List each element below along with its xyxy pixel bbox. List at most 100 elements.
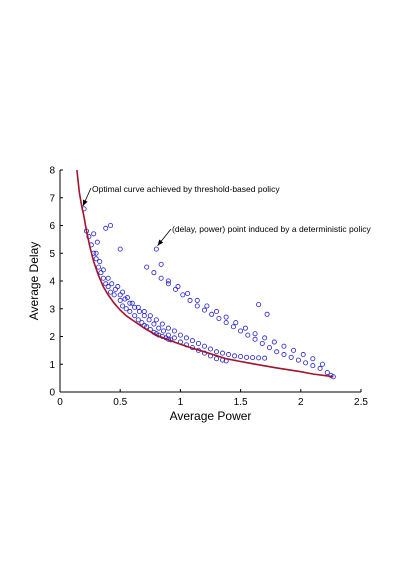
scatter-point	[266, 345, 272, 351]
scatter-point	[262, 335, 268, 341]
plot-area	[76, 169, 336, 380]
scatter-point	[151, 321, 157, 327]
scatter-point	[117, 292, 123, 298]
scatter-point	[183, 335, 189, 341]
scatter-point	[132, 304, 138, 310]
scatter-point	[147, 313, 153, 319]
scatter-point	[136, 309, 142, 315]
scatter-point	[159, 321, 165, 327]
scatter-point	[120, 289, 126, 295]
scatter-point	[124, 295, 130, 301]
scatter-point	[214, 356, 220, 362]
scatter-point	[156, 325, 162, 331]
scatter-point	[108, 289, 114, 295]
scatter-point	[93, 256, 99, 262]
y-tick-label: 2	[49, 332, 55, 343]
scatter-point	[189, 338, 195, 344]
scatter-point	[223, 314, 229, 320]
scatter-point	[271, 339, 277, 345]
scatter-point	[319, 361, 325, 367]
scatter-point	[158, 275, 164, 281]
y-tick-label: 6	[49, 221, 55, 232]
scatter-point	[274, 349, 280, 355]
scatter-point	[238, 328, 244, 334]
scatter-point	[135, 317, 141, 323]
scatter-point	[256, 302, 262, 308]
scatter-point	[262, 355, 268, 361]
scatter-point	[310, 356, 316, 362]
scatter-point	[209, 311, 215, 317]
scatter-point	[111, 292, 117, 298]
axes: 0 0.5 1 1.5 2 2.5 0 1 2 3 4 5 6 7 8	[49, 166, 368, 409]
scatter-point	[238, 353, 244, 359]
annotations: Optimal curve achieved by threshold-base…	[82, 184, 371, 246]
scatter-point	[173, 286, 179, 292]
scatter-point	[291, 347, 297, 353]
scatter-point	[233, 320, 239, 326]
scatter-point	[171, 328, 177, 334]
scatter-point	[195, 340, 201, 346]
scatter-point	[103, 225, 109, 231]
scatter-point	[105, 275, 111, 281]
scatter-point	[105, 284, 111, 290]
scatter-point	[112, 286, 118, 292]
scatter-point	[129, 300, 135, 306]
scatter-point	[295, 357, 301, 363]
scatter-point	[153, 246, 159, 252]
scatter-point	[94, 239, 100, 245]
scatter-point	[165, 278, 171, 284]
scatter-point	[317, 365, 323, 371]
scatter-point	[232, 353, 238, 359]
scatter-point	[127, 309, 133, 315]
y-tick-label: 4	[49, 277, 55, 288]
scatter-point	[141, 309, 147, 315]
scatter-point	[153, 317, 159, 323]
scatter-point	[187, 297, 193, 303]
x-tick-label: 2.5	[354, 397, 368, 408]
scatter-point	[201, 307, 207, 313]
scatter-point	[223, 320, 229, 326]
scatter-point	[96, 264, 102, 270]
scatter-point	[252, 331, 258, 337]
scatter-point	[214, 309, 220, 315]
scatter-point	[158, 261, 164, 267]
scatter-point	[165, 325, 171, 331]
scatter-point	[252, 336, 258, 342]
scatter-point	[250, 355, 256, 361]
scatter-point	[97, 259, 103, 265]
scatter-point	[324, 370, 330, 376]
scatter-point	[281, 343, 287, 349]
scatter-point	[300, 352, 306, 358]
y-tick-label: 3	[49, 304, 55, 315]
scatter-point	[194, 297, 200, 303]
y-tick-label: 5	[49, 249, 55, 260]
y-tick-label: 0	[49, 388, 55, 399]
scatter-point	[144, 264, 150, 270]
y-tick-label: 8	[49, 166, 55, 177]
scatter-point	[216, 315, 222, 321]
scatter-point	[177, 332, 183, 338]
scatter-point	[281, 352, 287, 358]
scatter-points-group	[81, 206, 336, 380]
scatter-point	[161, 328, 167, 334]
scatter-point	[109, 281, 115, 287]
optimal-curve-line	[76, 169, 334, 378]
scatter-point	[171, 335, 177, 341]
y-axis-label: Average Delay	[27, 242, 41, 321]
scatter-point	[115, 284, 121, 290]
scatter-point	[185, 290, 191, 296]
scatter-point	[146, 317, 152, 323]
annotation-deterministic-policy: (delay, power) point induced by a determ…	[172, 224, 371, 234]
scatter-point	[230, 324, 236, 330]
scatter-point	[91, 231, 97, 237]
scatter-point	[244, 354, 250, 360]
scatter-point	[310, 363, 316, 369]
scatter-point	[288, 354, 294, 360]
scatter-point	[256, 355, 262, 361]
x-axis-ticks: 0 0.5 1 1.5 2 2.5	[57, 389, 368, 408]
scatter-point	[100, 267, 106, 273]
annotation-optimal-curve: Optimal curve achieved by threshold-base…	[92, 184, 280, 194]
scatter-point	[100, 275, 106, 281]
x-tick-label: 1	[178, 397, 184, 408]
